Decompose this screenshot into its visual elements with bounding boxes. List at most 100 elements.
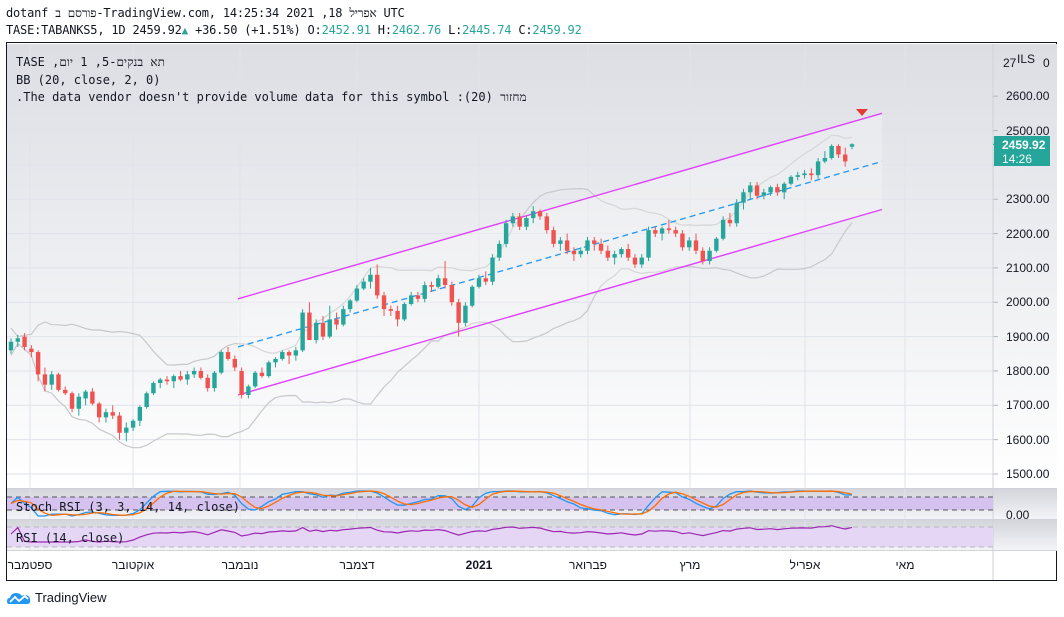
price-axis-label: 1700.00 bbox=[1006, 398, 1050, 413]
candle-body bbox=[171, 376, 176, 382]
channel-upper-line bbox=[237, 112, 883, 300]
candle-body bbox=[727, 219, 733, 224]
candle-body bbox=[456, 302, 461, 323]
channel-lower-line bbox=[237, 208, 883, 396]
candle-body bbox=[619, 249, 624, 255]
legend-symbol[interactable]: TASE ,תא בנקים-5, 1 יום bbox=[16, 55, 165, 69]
time-axis-label: מרץ bbox=[679, 558, 701, 572]
candle-body bbox=[768, 187, 773, 193]
candle-body bbox=[775, 187, 780, 193]
candle-body bbox=[788, 176, 794, 184]
candle-body bbox=[659, 228, 665, 234]
low-label: L: bbox=[448, 23, 463, 37]
candle-body bbox=[598, 243, 604, 251]
candle-body bbox=[368, 274, 373, 282]
rsi-band-fill bbox=[7, 527, 993, 547]
candle-body bbox=[239, 370, 244, 395]
candle-body bbox=[639, 257, 644, 265]
candle-body bbox=[795, 175, 800, 177]
candle-body bbox=[524, 218, 529, 227]
candle-body bbox=[503, 223, 509, 244]
candle-body bbox=[707, 250, 712, 262]
candle-body bbox=[334, 319, 339, 325]
candle-body bbox=[666, 228, 672, 231]
candle-body bbox=[497, 243, 502, 258]
candle-body bbox=[22, 336, 27, 347]
candle-body bbox=[822, 157, 828, 162]
candle-body bbox=[476, 278, 482, 287]
currency-label[interactable]: ILS bbox=[1017, 52, 1036, 66]
candle-body bbox=[56, 374, 61, 390]
signal-down-arrow-icon bbox=[856, 109, 868, 116]
candle-body bbox=[449, 285, 455, 303]
candle-body bbox=[429, 285, 434, 287]
candle-body bbox=[164, 379, 170, 382]
candle-body bbox=[191, 370, 197, 375]
price-axis-label: 2600.00 bbox=[1006, 89, 1050, 104]
price-axis-partial-tick-end: 0 bbox=[1043, 56, 1050, 70]
time-axis-label: נובמבר bbox=[221, 558, 259, 572]
candle-body bbox=[558, 240, 563, 244]
candle-body bbox=[205, 377, 210, 389]
legend-volume[interactable]: .The data vendor doesn't provide volume … bbox=[16, 90, 527, 104]
candle-body bbox=[219, 352, 224, 373]
candle-body bbox=[124, 427, 129, 433]
candle-body bbox=[280, 352, 285, 359]
candle-body bbox=[436, 278, 441, 287]
candle-body bbox=[327, 319, 332, 337]
symbol-info: TASE:TABANKS5, 1D 2459.92▲ +36.50 (+1.51… bbox=[6, 23, 582, 37]
candle-body bbox=[632, 257, 638, 265]
candle-body bbox=[605, 250, 611, 258]
candle-body bbox=[592, 240, 597, 244]
rsi-label[interactable]: RSI (14, close) bbox=[16, 531, 125, 545]
candle-body bbox=[246, 386, 251, 395]
rsi-line bbox=[10, 525, 853, 543]
candle-body bbox=[198, 370, 204, 378]
candle-body bbox=[76, 396, 82, 409]
candle-body bbox=[748, 185, 753, 193]
price-axis-label: 1500.00 bbox=[1006, 467, 1050, 481]
candle-body bbox=[178, 376, 183, 380]
candle-body bbox=[151, 382, 156, 394]
last-price: 2459.92 bbox=[132, 23, 182, 37]
price-axis-label: 1800.00 bbox=[1006, 363, 1050, 378]
legend-bollinger[interactable]: BB (20, close, 2, 0) bbox=[16, 73, 161, 87]
candle-body bbox=[734, 202, 739, 224]
up-triangle-icon: ▲ bbox=[181, 24, 189, 37]
candle-body bbox=[83, 391, 88, 399]
price-axis-label: 2500.00 bbox=[1006, 123, 1050, 138]
candle-body bbox=[63, 389, 68, 394]
candle-body bbox=[673, 230, 678, 234]
price-axis-label: 2300.00 bbox=[1006, 192, 1050, 207]
candle-body bbox=[381, 295, 387, 310]
low-value: 2445.74 bbox=[462, 23, 512, 37]
candle-body bbox=[700, 250, 705, 262]
candle-body bbox=[130, 420, 136, 428]
time-axis-label: ספטמבר bbox=[7, 558, 53, 572]
stoch-rsi-label[interactable]: Stoch RSI (3, 3, 14, 14, close) bbox=[16, 500, 240, 514]
candle-body bbox=[347, 300, 353, 310]
tradingview-logo[interactable]: TradingView bbox=[7, 590, 107, 605]
candle-body bbox=[578, 250, 583, 255]
candle-body bbox=[137, 407, 143, 421]
candle-body bbox=[680, 233, 685, 248]
candle-body bbox=[8, 341, 14, 351]
candle-body bbox=[361, 281, 366, 289]
candle-body bbox=[225, 352, 231, 359]
candle-body bbox=[490, 257, 495, 282]
open-value: 2452.91 bbox=[321, 23, 371, 37]
candle-body bbox=[571, 250, 577, 255]
candle-body bbox=[537, 211, 543, 217]
candle-body bbox=[69, 393, 75, 409]
candle-body bbox=[741, 192, 746, 203]
bollinger-upper bbox=[10, 134, 853, 366]
candle-body bbox=[320, 322, 326, 337]
candle-body bbox=[442, 278, 448, 286]
candle-body bbox=[422, 285, 427, 299]
candle-body bbox=[395, 310, 400, 320]
time-axis-label: מאי bbox=[895, 558, 915, 572]
high-value: 2462.76 bbox=[391, 23, 442, 37]
stoch-k-line bbox=[10, 490, 852, 517]
candle-body bbox=[551, 230, 556, 244]
